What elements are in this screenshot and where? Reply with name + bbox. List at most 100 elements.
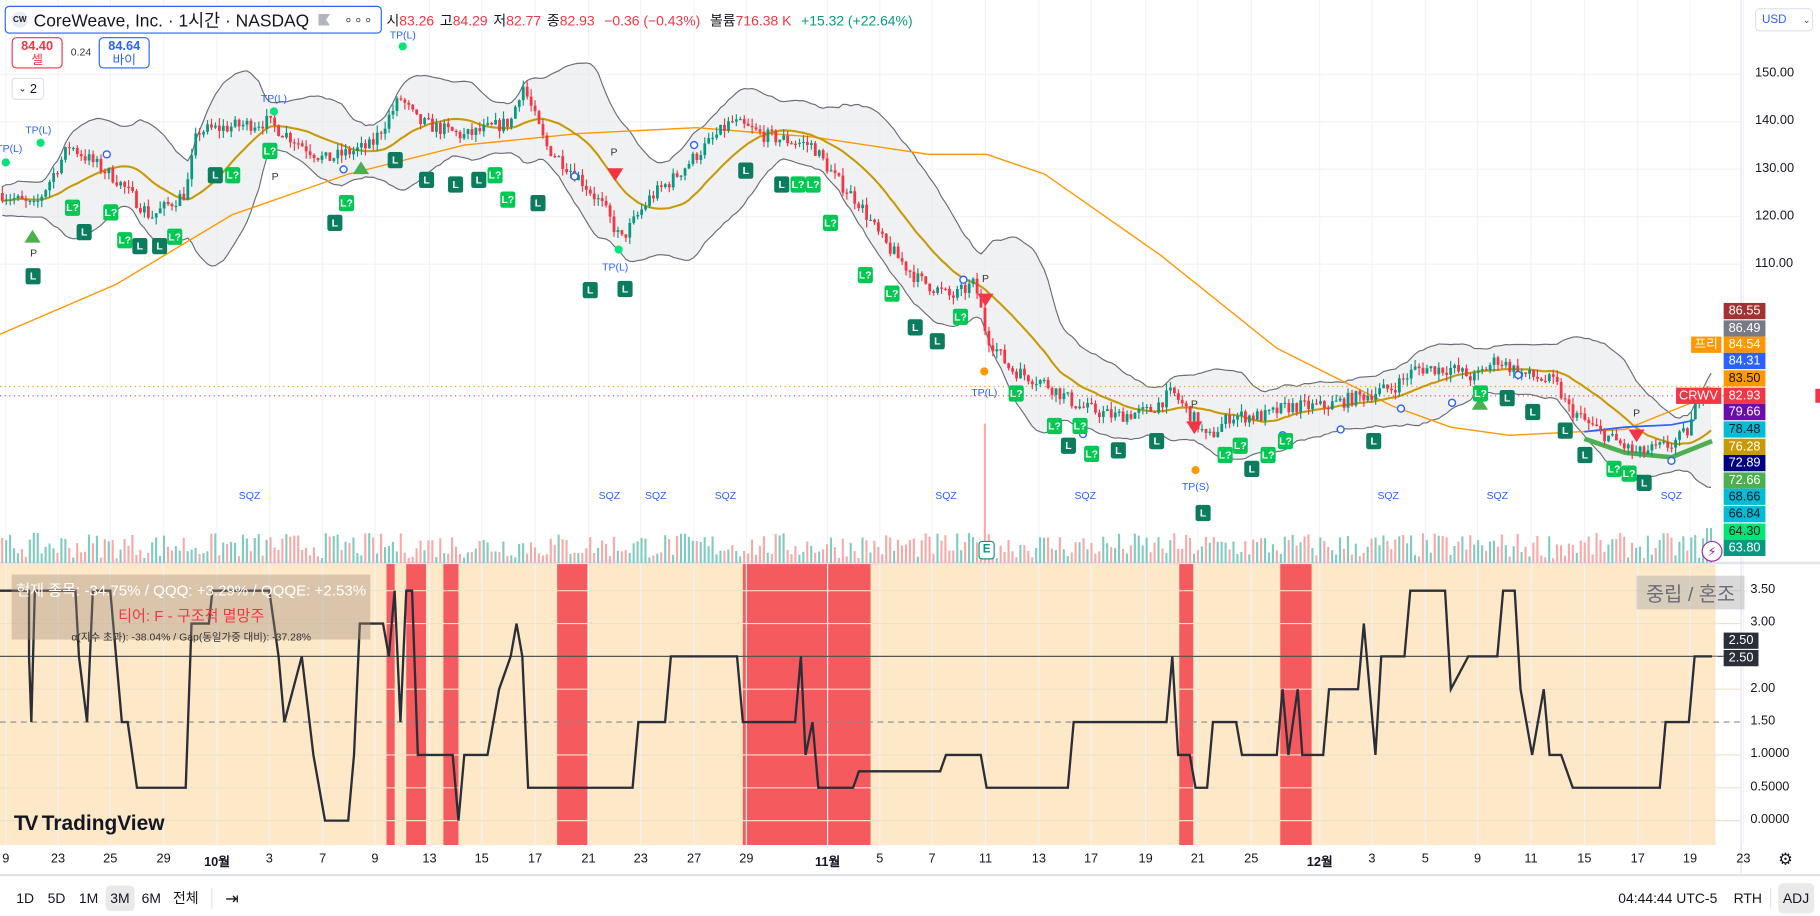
candle-body: [1417, 366, 1421, 369]
volume-bar: [597, 547, 600, 563]
candle-body: [928, 283, 932, 292]
volume-bar: [699, 541, 702, 563]
long-signal-badge[interactable]: L: [1577, 446, 1593, 464]
long-signal-badge[interactable]: L?: [262, 142, 278, 160]
long-signal-badge[interactable]: L?: [1621, 465, 1637, 483]
candle-body: [1050, 387, 1054, 395]
long-signal-badge[interactable]: L: [1195, 505, 1211, 522]
long-signal-badge[interactable]: L: [1110, 442, 1126, 459]
long-signal-badge[interactable]: L?: [64, 199, 81, 217]
currency-select[interactable]: USD ⌄: [1754, 8, 1814, 32]
candle-body: [936, 287, 940, 293]
long-signal-badge[interactable]: L: [1525, 404, 1541, 421]
volume-bar: [1350, 554, 1353, 563]
range-button-5D[interactable]: 5D: [47, 890, 66, 907]
volume-bar: [541, 555, 544, 563]
volume-bar: [889, 537, 892, 563]
long-signal-badge[interactable]: L?: [805, 176, 821, 193]
long-signal-badge[interactable]: L: [617, 280, 633, 297]
long-signal-badge[interactable]: L?: [103, 204, 119, 221]
time-axis-label: 3: [265, 851, 273, 866]
long-signal-badge[interactable]: L?: [1217, 446, 1233, 464]
lightning-icon[interactable]: ⚡: [1701, 540, 1723, 562]
session-toggle[interactable]: RTH: [1733, 890, 1762, 907]
long-signal-badge[interactable]: L: [1557, 423, 1573, 440]
long-signal-badge[interactable]: L: [327, 214, 343, 231]
candle-body: [1346, 392, 1350, 408]
long-signal-badge[interactable]: L: [152, 237, 168, 255]
long-signal-badge[interactable]: L: [907, 318, 923, 335]
long-signal-badge[interactable]: L?: [1232, 437, 1248, 454]
long-signal-badge[interactable]: L?: [1606, 461, 1622, 478]
range-button-전체[interactable]: 전체: [172, 890, 199, 907]
long-signal-badge[interactable]: L?: [1072, 418, 1088, 435]
clock-timezone[interactable]: 04:44:44 UTC-5: [1618, 890, 1718, 907]
long-signal-badge[interactable]: L?: [952, 309, 969, 326]
long-signal-badge[interactable]: L?: [117, 231, 133, 248]
long-signal-badge[interactable]: L?: [500, 192, 516, 209]
tradingview-logo[interactable]: TV TradingView: [14, 811, 165, 835]
long-signal-badge[interactable]: L: [1499, 389, 1515, 407]
long-signal-badge[interactable]: L: [1636, 475, 1652, 492]
long-signal-badge[interactable]: L: [774, 176, 790, 193]
settings-gear-icon[interactable]: ⚙: [1778, 849, 1793, 869]
long-signal-badge[interactable]: L?: [857, 266, 873, 283]
range-button-1M[interactable]: 1M: [78, 890, 99, 907]
candle-body: [127, 186, 130, 188]
long-signal-badge[interactable]: L: [530, 195, 546, 212]
long-signal-badge[interactable]: L: [582, 282, 598, 299]
long-signal-badge[interactable]: L: [738, 161, 754, 179]
long-signal-badge[interactable]: L: [76, 223, 92, 240]
long-signal-badge[interactable]: L: [25, 267, 41, 285]
volume-bar: [1260, 538, 1263, 563]
long-signal-badge[interactable]: L: [1366, 432, 1382, 449]
volume-bar: [1338, 537, 1342, 563]
long-signal-badge[interactable]: L: [387, 152, 403, 169]
long-signal-badge[interactable]: L?: [338, 195, 355, 212]
more-icon[interactable]: ∘∘∘: [344, 11, 374, 28]
long-signal-badge[interactable]: L?: [167, 228, 183, 245]
flag-icon[interactable]: [318, 13, 331, 26]
long-signal-badge[interactable]: L?: [1046, 418, 1063, 435]
volume-bar: [261, 555, 264, 563]
range-button-1D[interactable]: 1D: [16, 890, 35, 907]
long-signal-badge[interactable]: L?: [884, 285, 900, 302]
long-signal-badge[interactable]: L: [419, 171, 435, 188]
long-signal-badge[interactable]: L: [132, 237, 148, 255]
long-signal-badge[interactable]: L: [207, 166, 223, 183]
long-signal-badge[interactable]: L: [929, 332, 945, 350]
goto-date-icon[interactable]: ⇥: [225, 889, 239, 908]
long-signal-badge[interactable]: L: [448, 176, 464, 193]
long-signal-badge[interactable]: L?: [790, 176, 806, 193]
volume-bar: [790, 554, 793, 563]
long-signal-badge[interactable]: L?: [822, 214, 839, 231]
adjust-toggle[interactable]: ADJ: [1778, 883, 1814, 914]
candle-body: [1658, 442, 1662, 445]
candle-body: [1634, 451, 1638, 453]
long-signal-badge[interactable]: L: [1149, 432, 1165, 449]
volume-bar: [1481, 545, 1484, 563]
range-button-6M[interactable]: 6M: [141, 890, 161, 907]
long-signal-badge[interactable]: L?: [1260, 446, 1276, 464]
long-signal-badge[interactable]: L: [1060, 437, 1076, 454]
long-signal-badge[interactable]: L?: [1084, 445, 1100, 462]
long-signal-badge[interactable]: L?: [1277, 432, 1294, 449]
long-signal-badge[interactable]: L?: [1008, 385, 1024, 402]
range-button-3M[interactable]: 3M: [105, 885, 135, 912]
volume-bar: [143, 557, 146, 563]
long-signal-badge[interactable]: L?: [225, 166, 241, 183]
symbol-title[interactable]: CoreWeave, Inc. · 1시간 · NASDAQ: [33, 11, 310, 31]
earnings-icon[interactable]: E: [978, 540, 995, 560]
price-axis-label: 140.00: [1754, 113, 1795, 128]
sell-button[interactable]: 84.40 셀: [11, 37, 63, 69]
long-signal-badge[interactable]: L?: [1472, 385, 1489, 402]
symbol-info-box[interactable]: CW CoreWeave, Inc. · 1시간 · NASDAQ ∘∘∘: [4, 5, 382, 34]
candle-body: [1228, 415, 1232, 424]
volume-bar: [226, 544, 229, 563]
long-signal-badge[interactable]: L?: [487, 166, 503, 183]
long-signal-badge[interactable]: L: [471, 171, 487, 188]
indicators-collapse-button[interactable]: ⌄ 2: [11, 77, 45, 100]
buy-button[interactable]: 84.64 바이: [98, 37, 150, 69]
long-signal-badge[interactable]: L: [1244, 461, 1260, 478]
